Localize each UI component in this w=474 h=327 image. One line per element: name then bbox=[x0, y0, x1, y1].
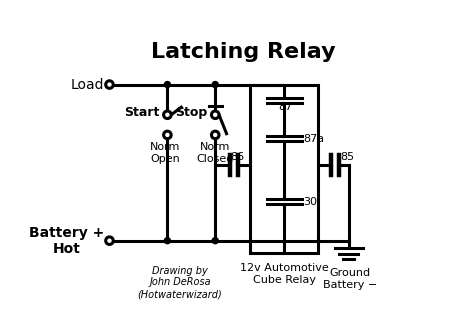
Text: Battery +
Hot: Battery + Hot bbox=[29, 226, 104, 256]
Text: Norm
Closed: Norm Closed bbox=[197, 143, 234, 164]
Text: Latching Relay: Latching Relay bbox=[151, 42, 335, 62]
Circle shape bbox=[211, 131, 219, 139]
Text: 87a: 87a bbox=[303, 134, 325, 144]
Circle shape bbox=[164, 81, 171, 88]
Circle shape bbox=[211, 111, 219, 119]
Bar bbox=[250, 85, 319, 253]
Text: Ground
Battery −: Ground Battery − bbox=[323, 268, 377, 290]
Text: 86: 86 bbox=[230, 152, 244, 162]
Text: Load: Load bbox=[71, 77, 104, 92]
Circle shape bbox=[164, 238, 171, 244]
Circle shape bbox=[212, 238, 218, 244]
Circle shape bbox=[164, 111, 171, 119]
Circle shape bbox=[106, 81, 113, 88]
Circle shape bbox=[106, 237, 113, 245]
Text: Drawing by
John DeRosa
(Hotwaterwizard): Drawing by John DeRosa (Hotwaterwizard) bbox=[137, 266, 222, 299]
Circle shape bbox=[212, 81, 218, 88]
Text: 30: 30 bbox=[303, 197, 318, 207]
Text: Start: Start bbox=[125, 106, 160, 119]
Circle shape bbox=[164, 131, 171, 139]
Text: Norm
Open: Norm Open bbox=[150, 143, 180, 164]
Text: 85: 85 bbox=[340, 152, 354, 162]
Text: 12v Automotive
Cube Relay: 12v Automotive Cube Relay bbox=[240, 263, 329, 285]
Text: Stop: Stop bbox=[175, 106, 208, 119]
Text: 87: 87 bbox=[279, 102, 293, 112]
